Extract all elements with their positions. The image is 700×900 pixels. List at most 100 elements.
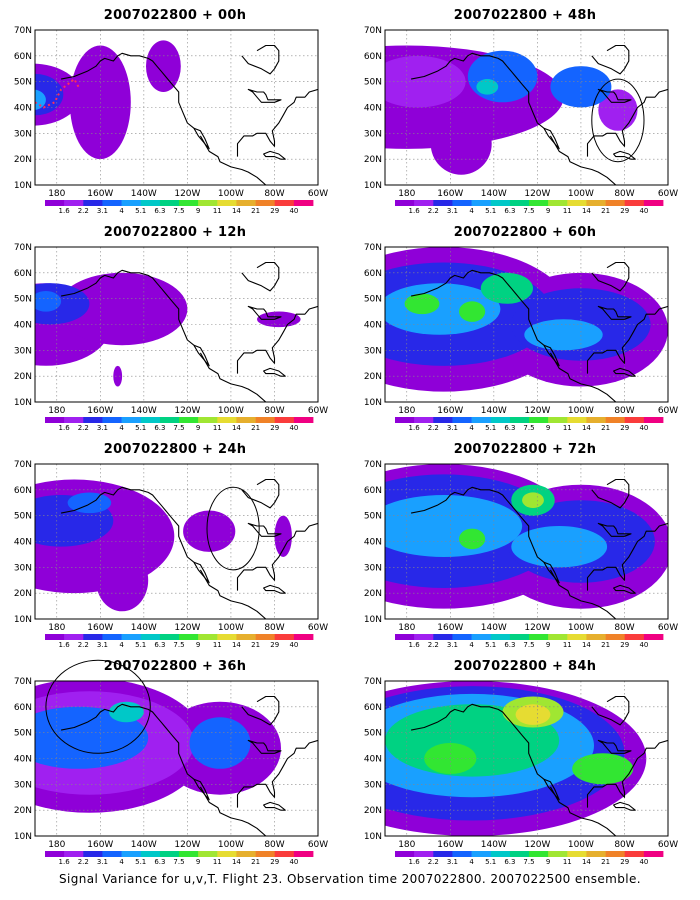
colorbar-swatch	[433, 200, 453, 206]
lat-tick-label: 70N	[364, 26, 382, 36]
colorbar-level-label: 14	[232, 424, 241, 432]
lat-tick-label: 40N	[14, 755, 32, 765]
colorbar-level-label: 4	[469, 641, 474, 649]
coastline-segment	[263, 801, 286, 811]
lat-tick-label: 60N	[364, 269, 382, 279]
variance-contour	[515, 704, 551, 725]
lat-tick-label: 60N	[14, 269, 32, 279]
colorbar-swatch	[529, 200, 549, 206]
variance-field	[35, 479, 292, 612]
lon-tick-label: 80W	[614, 189, 634, 199]
colorbar-swatch	[452, 634, 472, 640]
panel-2007022800-24h: 2007022800 + 24h 70N 60N 50N 40N 30N 20N 10N 18…	[10, 442, 340, 654]
lat-tick-label: 50N	[14, 512, 32, 522]
variance-contour	[480, 272, 533, 304]
variance-contour	[572, 753, 634, 785]
colorbar-swatch	[414, 634, 434, 640]
colorbar-level-label: 2.2	[78, 858, 89, 866]
lon-tick-label: 80W	[264, 840, 284, 850]
lon-tick-label: 100W	[218, 840, 244, 850]
coastline-segment	[613, 584, 636, 594]
panel-title: 2007022800 + 60h	[453, 225, 597, 240]
colorbar-swatch	[198, 634, 218, 640]
coastline-segment	[591, 44, 630, 75]
colorbar-swatch	[567, 200, 587, 206]
lat-tick-label: 70N	[14, 677, 32, 687]
lat-tick-label: 30N	[364, 780, 382, 790]
colorbar-level-label: 2.2	[428, 858, 439, 866]
colorbar-level-label: 1.6	[409, 858, 421, 866]
coastline-segment	[597, 88, 632, 103]
colorbar-swatch	[217, 851, 237, 857]
colorbar-swatch	[274, 851, 295, 857]
colorbar-swatch	[548, 634, 568, 640]
colorbar-level-label: 11	[213, 424, 222, 432]
colorbar-level-label: 40	[639, 858, 648, 866]
colorbar-swatch	[64, 634, 84, 640]
coastline-segment	[236, 305, 318, 374]
colorbar-swatch	[255, 417, 276, 423]
coastline-segment	[613, 150, 636, 160]
colorbar-level-label: 11	[213, 858, 222, 866]
colorbar-swatch	[433, 417, 453, 423]
colorbar-swatch	[274, 200, 295, 206]
map-48h: 70N 60N 50N 40N 30N 20N 10N 180 160W 140W 120W 100W…	[364, 26, 678, 215]
colorbar-level-label: 5.1	[485, 641, 496, 649]
lon-tick-label: 100W	[568, 840, 594, 850]
coastline-segment	[241, 44, 280, 75]
panel-2007022800-00h: 2007022800 + 00h 70N 60N 50N 40N 30N 20N 10N 18…	[10, 8, 340, 220]
lon-tick-label: 120W	[174, 623, 200, 633]
lon-tick-label: 140W	[481, 189, 507, 199]
colorbar-swatch	[293, 851, 314, 857]
colorbar-swatch	[179, 634, 199, 640]
colorbar-level-label: 40	[289, 858, 298, 866]
colorbar-level-label: 4	[119, 641, 124, 649]
lat-tick-label: 20N	[14, 806, 32, 816]
colorbar-swatch	[529, 417, 549, 423]
coastline-segment	[586, 88, 668, 157]
coastline	[410, 261, 668, 402]
colorbar-swatch	[45, 634, 65, 640]
colorbar-swatch	[471, 200, 492, 206]
coastline-segment	[591, 478, 630, 509]
colorbar-level-label: 5.1	[485, 207, 496, 215]
colorbar-swatch	[586, 851, 606, 857]
variance-contour	[476, 79, 499, 95]
coastline	[60, 261, 318, 402]
coastline-segment	[586, 522, 668, 591]
colorbar-swatch	[255, 851, 276, 857]
lat-tick-label: 20N	[364, 155, 382, 165]
grid	[35, 30, 318, 185]
colorbar-level-label: 2.2	[428, 641, 439, 649]
colorbar-swatch	[529, 634, 549, 640]
colorbar-swatch	[509, 851, 530, 857]
colorbar-swatch	[179, 200, 199, 206]
colorbar-swatch	[605, 417, 626, 423]
coastline-segment	[597, 522, 632, 537]
colorbar-level-label: 40	[639, 641, 648, 649]
coastline-segment	[543, 778, 560, 801]
lat-tick-label: 70N	[364, 677, 382, 687]
colorbar-swatch	[293, 200, 314, 206]
colorbar-swatch	[509, 200, 530, 206]
panel-2007022800-60h: 2007022800 + 60h 70N 60N 50N 40N 30N 20N 10N 18…	[360, 225, 690, 437]
lat-tick-label: 30N	[364, 129, 382, 139]
colorbar-swatch	[121, 851, 142, 857]
colorbar-swatch	[490, 851, 511, 857]
colorbar-level-label: 5.1	[135, 424, 146, 432]
colorbar-swatch	[586, 417, 606, 423]
lon-tick-label: 160W	[437, 406, 463, 416]
panel-title: 2007022800 + 24h	[103, 442, 247, 457]
lon-tick-label: 160W	[87, 406, 113, 416]
plot-frame	[384, 29, 669, 186]
coastline-segment	[236, 739, 318, 808]
coastline-segment	[241, 478, 280, 509]
colorbar-swatch	[433, 634, 453, 640]
lon-tick-label: 60W	[658, 623, 678, 633]
colorbar-level-label: 6.3	[154, 207, 165, 215]
colorbar-level-label: 14	[232, 207, 241, 215]
lon-tick-label: 140W	[481, 406, 507, 416]
colorbar-level-label: 3.1	[97, 207, 108, 215]
colorbar-level-label: 3.1	[97, 424, 108, 432]
colorbar-swatch	[255, 634, 276, 640]
